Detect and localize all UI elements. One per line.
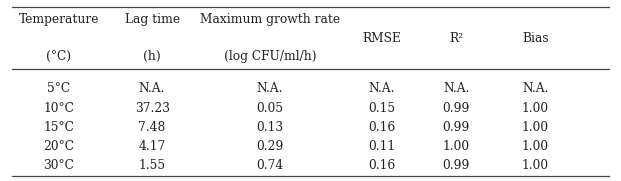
Text: 1.00: 1.00 — [522, 140, 549, 153]
Text: 0.29: 0.29 — [256, 140, 284, 153]
Text: 0.13: 0.13 — [256, 121, 284, 134]
Text: 0.99: 0.99 — [443, 159, 470, 172]
Text: 7.48: 7.48 — [138, 121, 166, 134]
Text: (°C): (°C) — [47, 50, 71, 63]
Text: 0.99: 0.99 — [443, 121, 470, 134]
Text: 0.74: 0.74 — [256, 159, 284, 172]
Text: 15°C: 15°C — [43, 121, 75, 134]
Text: N.A.: N.A. — [443, 82, 469, 95]
Text: Temperature: Temperature — [19, 13, 99, 26]
Text: 20°C: 20°C — [43, 140, 75, 153]
Text: 0.05: 0.05 — [256, 102, 284, 115]
Text: 10°C: 10°C — [43, 102, 75, 115]
Text: N.A.: N.A. — [257, 82, 283, 95]
Text: 0.15: 0.15 — [368, 102, 396, 115]
Text: 30°C: 30°C — [43, 159, 75, 172]
Text: 1.55: 1.55 — [138, 159, 166, 172]
Text: 0.16: 0.16 — [368, 159, 396, 172]
Text: 1.00: 1.00 — [522, 102, 549, 115]
Text: Maximum growth rate: Maximum growth rate — [200, 13, 340, 26]
Text: 5°C: 5°C — [47, 82, 71, 95]
Text: N.A.: N.A. — [139, 82, 165, 95]
Text: 0.16: 0.16 — [368, 121, 396, 134]
Text: RMSE: RMSE — [363, 31, 401, 45]
Text: 1.00: 1.00 — [522, 121, 549, 134]
Text: 1.00: 1.00 — [522, 159, 549, 172]
Text: Lag time: Lag time — [125, 13, 179, 26]
Text: 0.11: 0.11 — [368, 140, 396, 153]
Text: N.A.: N.A. — [522, 82, 548, 95]
Text: 4.17: 4.17 — [138, 140, 166, 153]
Text: (log CFU/ml/h): (log CFU/ml/h) — [224, 50, 317, 63]
Text: (h): (h) — [143, 50, 161, 63]
Text: 37.23: 37.23 — [135, 102, 170, 115]
Text: R²: R² — [450, 31, 463, 45]
Text: N.A.: N.A. — [369, 82, 395, 95]
Text: 0.99: 0.99 — [443, 102, 470, 115]
Text: Bias: Bias — [522, 31, 548, 45]
Text: 1.00: 1.00 — [443, 140, 470, 153]
